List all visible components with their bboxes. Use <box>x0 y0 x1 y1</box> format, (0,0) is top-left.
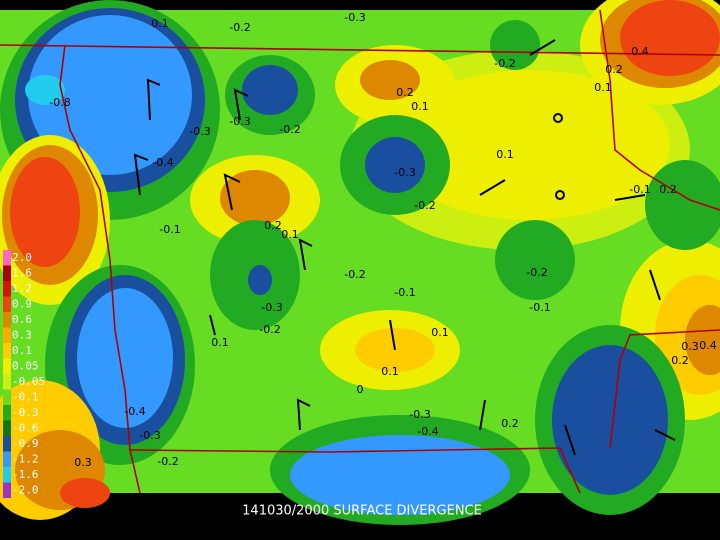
state-borders <box>0 9 720 494</box>
legend-swatch <box>3 467 11 483</box>
legend-label: 0.05 <box>12 359 39 372</box>
legend-label: -2.0 <box>12 483 39 496</box>
legend-label: -1.2 <box>12 452 39 465</box>
contour-label: 0 <box>357 383 364 396</box>
contour-label: -0.3 <box>189 125 210 138</box>
contour-label: 0.3 <box>74 456 92 469</box>
legend-swatch <box>3 451 11 467</box>
contour-label: -0.2 <box>259 323 280 336</box>
color-legend: 2.0 1.6 1.2 0.9 0.6 0.3 0.1 0.05 -0.05 -0.1 -0.3 -0… <box>3 250 45 498</box>
contour-label: 0.1 <box>496 148 514 161</box>
legend-label: -0.1 <box>12 390 39 403</box>
contour-label: -0.2 <box>157 455 178 468</box>
contour-label: 0.4 <box>631 45 649 58</box>
contour-labels: -0.20.1 -0.3-0.20.40.20.1-0.3-0.3-0.2-0.4… <box>49 11 716 469</box>
contour-label: -0.2 <box>526 266 547 279</box>
contour-label: -0.3 <box>344 11 365 24</box>
legend-label: 2.0 <box>12 251 32 264</box>
contour-label: -0.2 <box>344 268 365 281</box>
contour-label: -0.4 <box>417 425 438 438</box>
legend-label: 1.6 <box>12 266 32 279</box>
legend-swatch <box>3 327 11 343</box>
contour-label: -0.2 <box>279 123 300 136</box>
legend-swatch <box>3 343 11 359</box>
map-title: 141030/2000 SURFACE DIVERGENCE <box>242 504 482 519</box>
legend-label: 0.9 <box>12 297 32 310</box>
legend-label: -0.9 <box>12 437 39 450</box>
contour-label: -0.2 <box>414 199 435 212</box>
contour-label: 0.4 <box>699 339 717 352</box>
legend-label: 1.2 <box>12 282 32 295</box>
contour-label: -0.3 <box>229 115 250 128</box>
legend-swatch <box>3 405 11 421</box>
legend-label: 0.3 <box>12 328 32 341</box>
contour-label: -0.1 <box>159 223 180 236</box>
legend-label: -0.6 <box>12 421 39 434</box>
contour-label: 0.3 <box>681 340 699 353</box>
contour-label: 0.2 <box>671 354 689 367</box>
contour-label: -0.1 <box>394 286 415 299</box>
legend-label: -1.6 <box>12 468 39 481</box>
contour-label: 0.1 <box>431 326 449 339</box>
legend-swatch <box>3 436 11 452</box>
wind-barbs <box>133 39 676 456</box>
legend-label: 0.1 <box>12 344 32 357</box>
legend-label: -0.05 <box>12 375 45 388</box>
legend-swatch <box>3 250 11 266</box>
contour-label: 0.2 <box>605 63 623 76</box>
contour-label: -0.3 <box>394 166 415 179</box>
legend-swatch <box>3 312 11 328</box>
contour-label: 0.1 <box>211 336 229 349</box>
contour-label: -0.4 <box>124 405 145 418</box>
contour-label: 0.1 <box>151 17 169 30</box>
legend-swatch <box>3 358 11 374</box>
legend-swatch <box>3 374 11 390</box>
contour-label: 0.2 <box>659 183 677 196</box>
contour-label: -0.3 <box>139 429 160 442</box>
contour-label: -0.1 <box>529 301 550 314</box>
contour-label: 0.2 <box>396 86 414 99</box>
legend-swatch <box>3 482 11 498</box>
contour-label: -0.8 <box>49 96 70 109</box>
legend-swatch <box>3 296 11 312</box>
legend-swatch <box>3 281 11 297</box>
legend-swatch <box>3 420 11 436</box>
legend-swatch <box>3 265 11 281</box>
contour-label: -0.2 <box>229 21 250 34</box>
contour-label: -0.3 <box>409 408 430 421</box>
contour-label: 0.2 <box>264 219 282 232</box>
contour-label: -0.4 <box>152 156 173 169</box>
contour-label: 0.1 <box>381 365 399 378</box>
legend-label: -0.3 <box>12 406 39 419</box>
contour-field <box>0 0 720 525</box>
contour-label: 0.1 <box>411 100 429 113</box>
contour-label: -0.1 <box>629 183 650 196</box>
contour-label: -0.3 <box>261 301 282 314</box>
contour-label: -0.2 <box>494 57 515 70</box>
contour-label: 0.1 <box>594 81 612 94</box>
contour-label: 0.2 <box>501 417 519 430</box>
legend-label: 0.6 <box>12 313 32 326</box>
contour-label: 0.1 <box>281 228 299 241</box>
legend-swatch <box>3 389 11 405</box>
